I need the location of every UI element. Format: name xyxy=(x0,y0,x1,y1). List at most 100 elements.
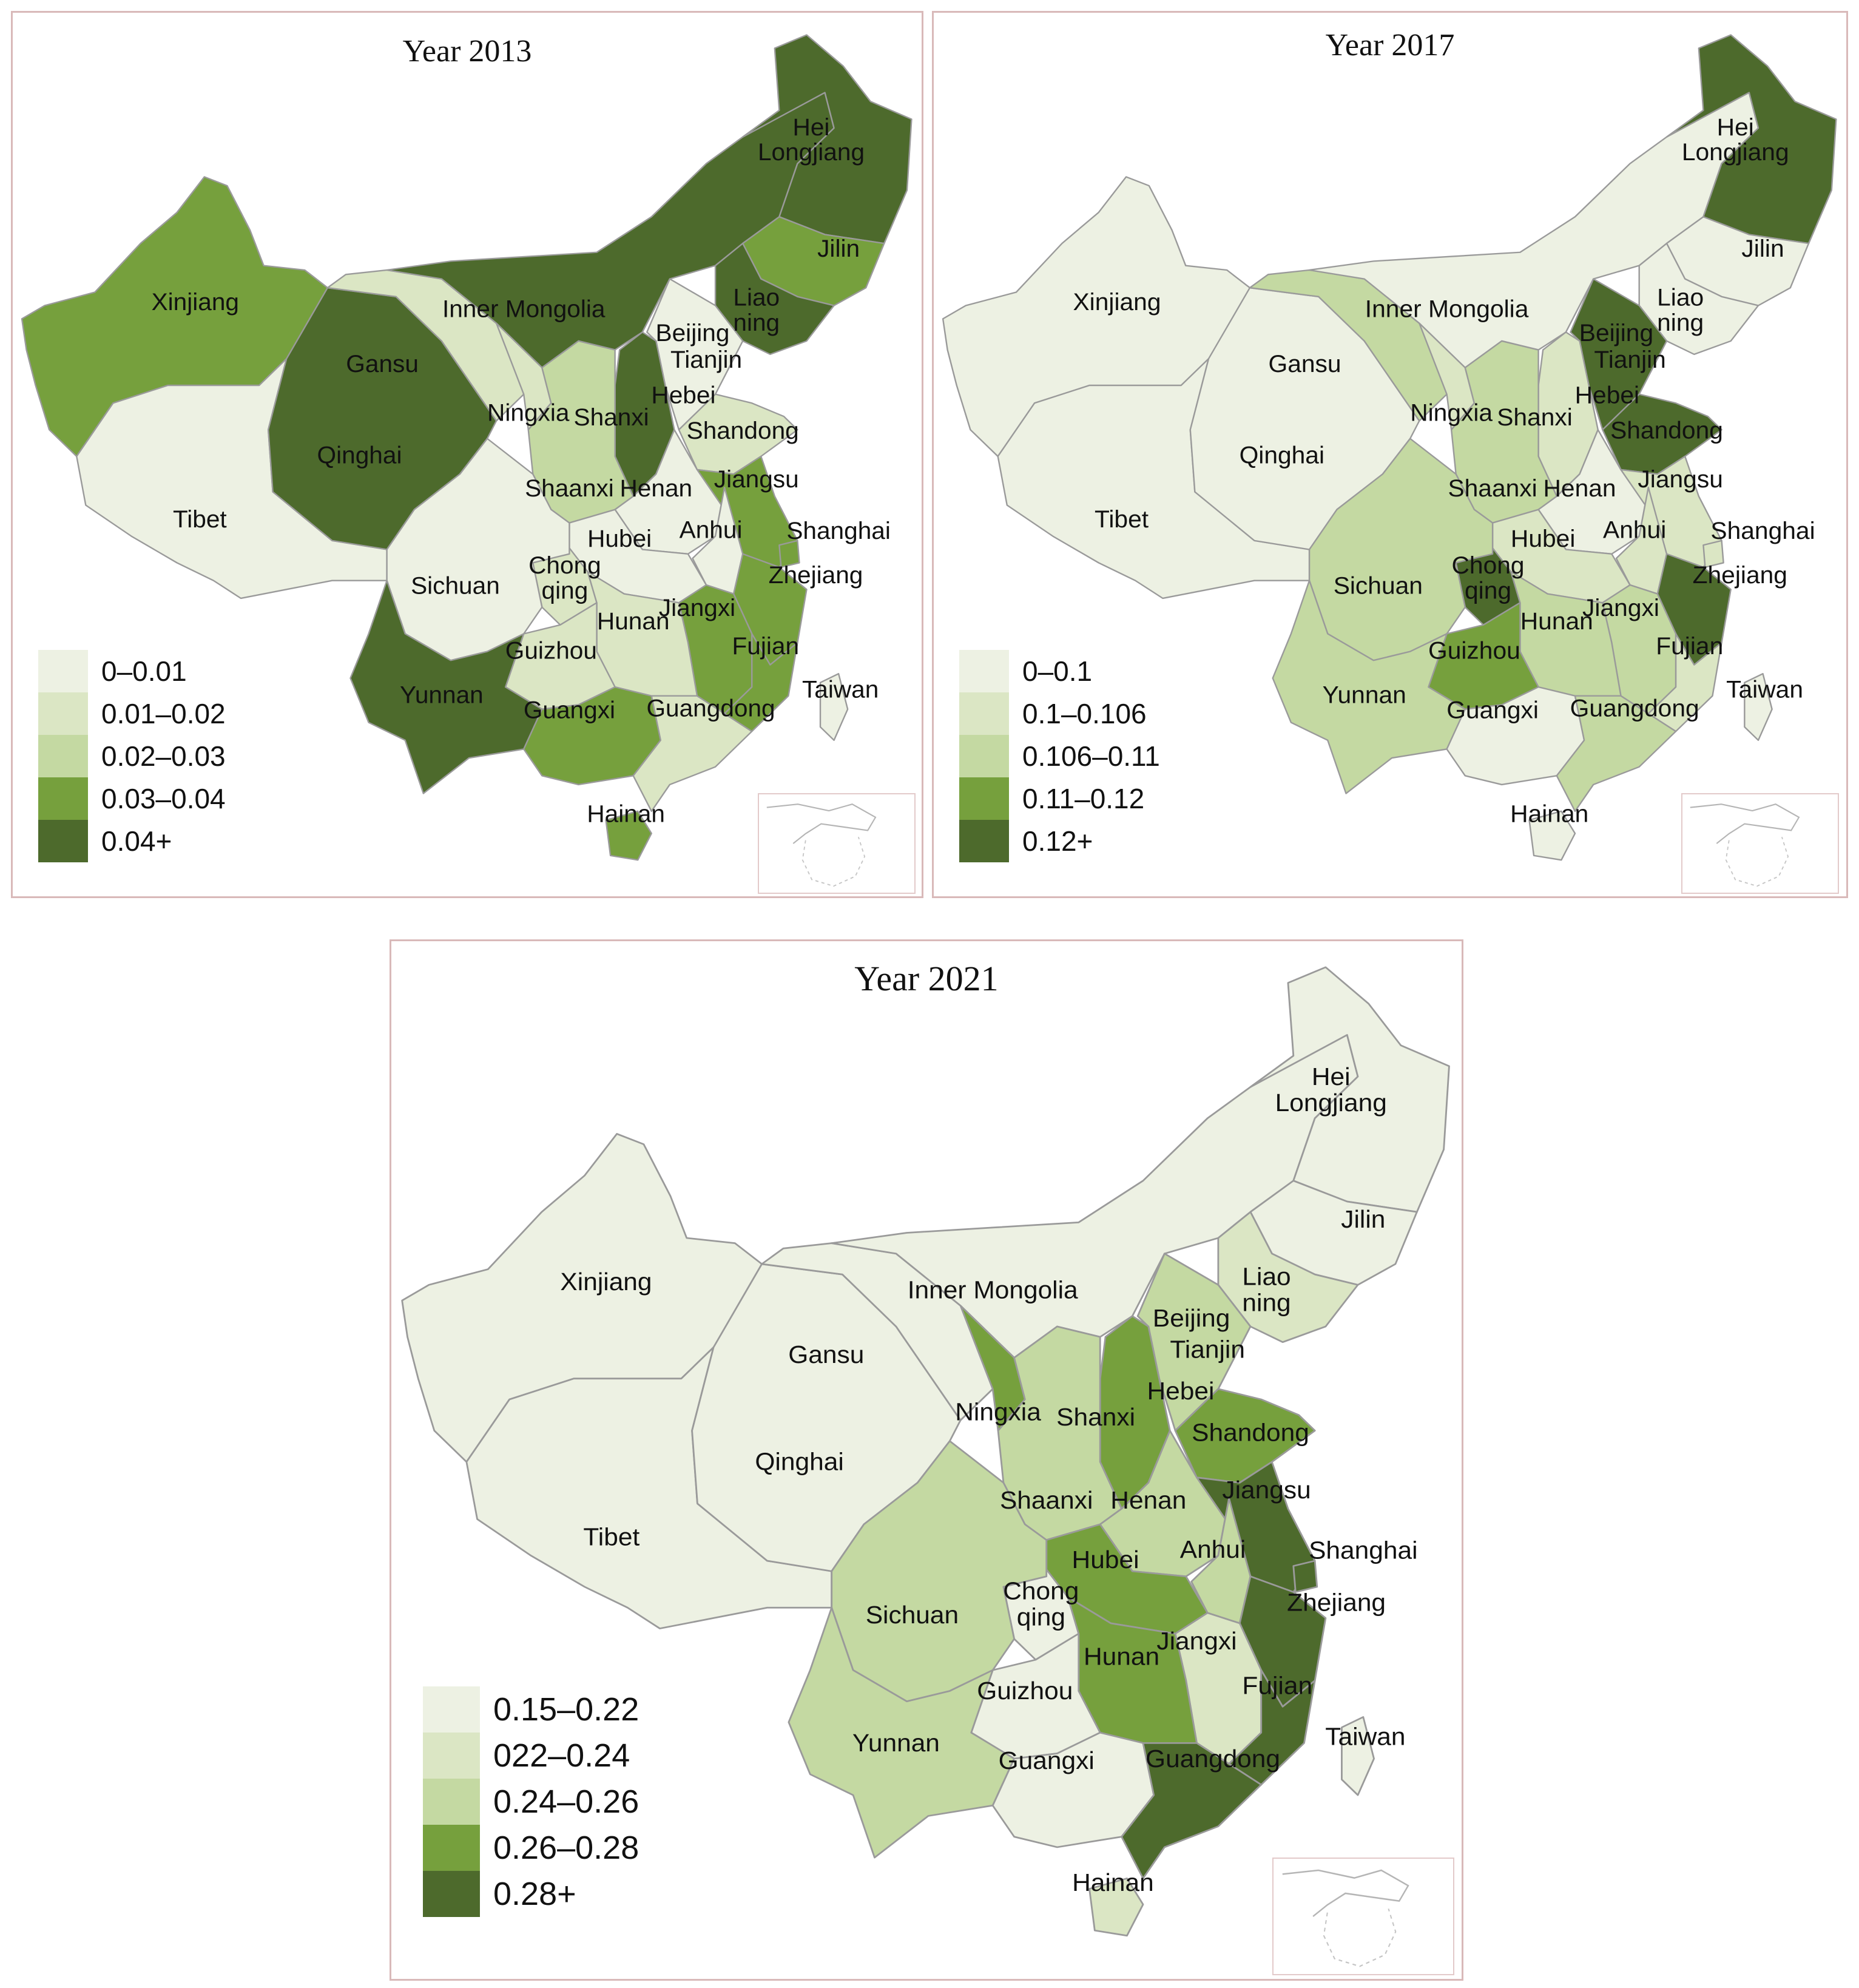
map-panel-2013: Xinjiang Tibet Qinghai Gansu Inner Mongolia H… xyxy=(11,11,923,898)
province-label-line: Shandong xyxy=(687,418,799,444)
south-china-sea-inset xyxy=(758,793,916,894)
province-label-shaanxi: Shaanxi xyxy=(525,475,614,501)
legend-item: 0–0.1 xyxy=(959,650,1160,692)
province-label-tianjin: Tianjin xyxy=(1170,1335,1245,1363)
province-label-line: Liao xyxy=(1657,284,1704,311)
province-label-henan: Henan xyxy=(1544,475,1616,501)
panel-title: Year 2017 xyxy=(1325,28,1455,63)
province-label-line: Taiwan xyxy=(1325,1722,1405,1750)
province-label-innermongolia: Inner Mongolia xyxy=(1365,296,1529,322)
province-label-line: Jilin xyxy=(1341,1205,1385,1232)
province-label-yunnan: Yunnan xyxy=(852,1729,940,1757)
legend-label: 0.106–0.11 xyxy=(1022,740,1160,772)
province-label-guangxi: Guangxi xyxy=(1446,697,1539,723)
province-label-line: Hainan xyxy=(1072,1868,1154,1896)
province-label-line: Taiwan xyxy=(1726,676,1803,703)
province-label-line: Longjiang xyxy=(1682,139,1789,166)
province-label-line: Henan xyxy=(1544,475,1616,501)
legend-swatch xyxy=(959,692,1009,735)
province-label-line: Longjiang xyxy=(1275,1089,1387,1117)
legend-label: 022–0.24 xyxy=(493,1737,630,1774)
province-label-beijing: Beijing xyxy=(1153,1304,1230,1332)
province-label-shanxi: Shanxi xyxy=(574,404,649,430)
province-label-line: Qinghai xyxy=(755,1447,843,1475)
province-liaoning xyxy=(1638,242,1759,356)
province-label-line: Shandong xyxy=(1192,1418,1309,1446)
legend-item: 0.1–0.106 xyxy=(959,692,1160,735)
province-label-hainan: Hainan xyxy=(587,801,665,827)
province-label-tianjin: Tianjin xyxy=(670,347,742,373)
province-label-hebei: Hebei xyxy=(1575,382,1639,408)
province-label-line: Jilin xyxy=(817,236,860,262)
province-label-line: Hainan xyxy=(1510,800,1588,827)
province-label-line: Zhejiang xyxy=(1693,562,1787,589)
province-label-guangdong: Guangdong xyxy=(1570,695,1699,722)
province-label-gansu: Gansu xyxy=(346,351,419,377)
province-label-line: Jilin xyxy=(1741,235,1784,262)
province-label-line: Inner Mongolia xyxy=(1365,296,1529,322)
legend-label: 0.1–0.106 xyxy=(1022,698,1147,729)
province-label-line: Ningxia xyxy=(955,1398,1041,1425)
province-label-line: qing xyxy=(1017,1603,1065,1631)
province-label-line: Hainan xyxy=(587,801,665,827)
province-label-line: Sichuan xyxy=(411,573,500,599)
province-label-heilongjiang: Hei Longjiang xyxy=(758,114,865,166)
legend-item: 022–0.24 xyxy=(423,1733,639,1779)
inset-boundary xyxy=(1725,836,1789,887)
province-label-line: Yunnan xyxy=(852,1729,940,1757)
province-label-line: Shanxi xyxy=(1056,1403,1135,1431)
legend-swatch xyxy=(959,650,1009,692)
province-label-sichuan: Sichuan xyxy=(411,573,500,599)
province-label-line: Fujian xyxy=(1242,1671,1312,1699)
province-label-jilin: Jilin xyxy=(817,236,860,262)
province-label-chongqing: Chong qing xyxy=(1003,1577,1079,1631)
province-label-line: Shaanxi xyxy=(1448,475,1537,501)
legend-swatch xyxy=(423,1686,480,1733)
legend-item: 0.11–0.12 xyxy=(959,777,1160,820)
province-label-guangxi: Guangxi xyxy=(999,1746,1095,1774)
legend-swatch xyxy=(423,1733,480,1779)
province-taiwan xyxy=(819,673,849,742)
province-label-xinjiang: Xinjiang xyxy=(152,289,239,315)
inset-sketch xyxy=(766,803,877,887)
province-label-shanghai: Shanghai xyxy=(1710,518,1815,544)
province-label-line: Gansu xyxy=(1269,351,1341,377)
province-label-line: Inner Mongolia xyxy=(908,1276,1079,1303)
province-label-yunnan: Yunnan xyxy=(400,682,484,708)
province-label-line: Henan xyxy=(620,475,693,501)
province-fujian xyxy=(723,633,798,732)
province-label-gansu: Gansu xyxy=(788,1341,864,1368)
legend-item: 0.24–0.26 xyxy=(423,1779,639,1825)
choropleth-map-2013: Xinjiang Tibet Qinghai Gansu Inner Mongolia H… xyxy=(21,34,913,861)
province-label-fujian: Fujian xyxy=(1242,1671,1312,1699)
choropleth-map-2021: Xinjiang Tibet Qinghai Gansu Inner Mongolia H… xyxy=(401,966,1450,1937)
province-label-line: Chong xyxy=(1003,1577,1079,1604)
province-label-anhui: Anhui xyxy=(680,517,743,543)
province-label-qinghai: Qinghai xyxy=(755,1447,843,1475)
province-label-henan: Henan xyxy=(620,475,693,501)
province-label-line: Inner Mongolia xyxy=(442,296,606,322)
province-label-hebei: Hebei xyxy=(651,382,715,408)
province-label-line: Beijing xyxy=(1153,1304,1230,1332)
province-label-line: Tianjin xyxy=(670,347,742,373)
province-label-line: Henan xyxy=(1110,1486,1186,1514)
inset-boundary xyxy=(801,836,866,887)
province-label-line: Liao xyxy=(1242,1262,1291,1290)
province-label-line: Jiangxi xyxy=(1582,595,1659,621)
province-label-shanghai: Shanghai xyxy=(1309,1536,1417,1564)
province-label-line: Shanghai xyxy=(1309,1536,1417,1564)
legend-item: 0.26–0.28 xyxy=(423,1825,639,1871)
province-label-anhui: Anhui xyxy=(1603,516,1666,543)
province-label-zhejiang: Zhejiang xyxy=(769,563,863,589)
province-label-shanxi: Shanxi xyxy=(1497,404,1573,430)
province-label-line: Guangxi xyxy=(524,697,615,723)
province-label-hunan: Hunan xyxy=(1520,608,1593,635)
province-label-line: Anhui xyxy=(680,517,743,543)
province-heilongjiang xyxy=(1249,966,1450,1213)
province-label-line: Hebei xyxy=(1147,1377,1214,1405)
legend-label: 0.12+ xyxy=(1022,825,1093,857)
panel-title: Year 2021 xyxy=(854,959,999,998)
province-label-beijing: Beijing xyxy=(1579,320,1653,347)
legend-label: 0.02–0.03 xyxy=(101,740,226,772)
province-label-heilongjiang: Hei Longjiang xyxy=(1275,1062,1387,1117)
